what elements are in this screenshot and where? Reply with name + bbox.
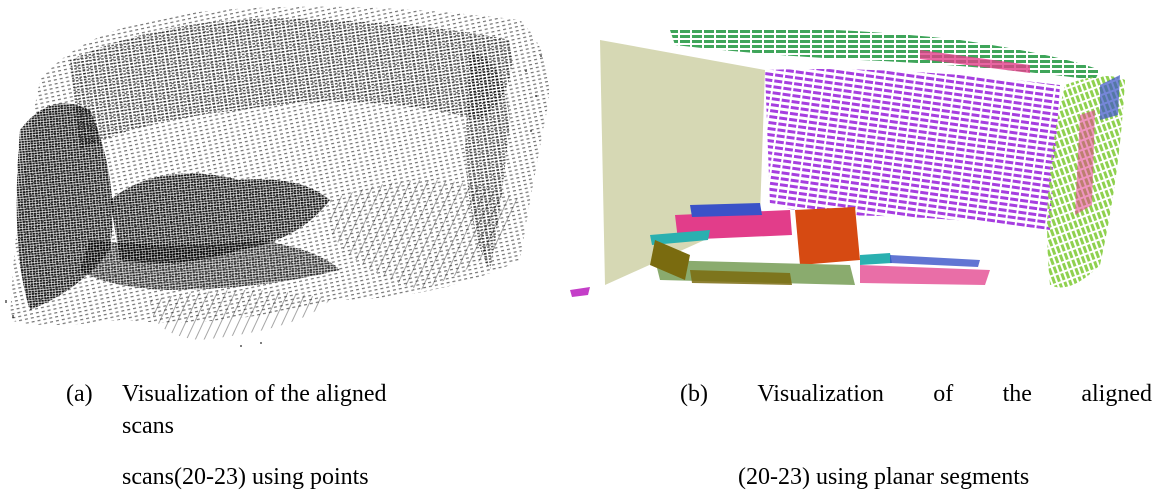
ceiling-segment [765, 69, 1060, 230]
planar-segments-figure [570, 27, 1125, 297]
caption-b-label: (b) [680, 381, 708, 407]
caption-b-line2: (20-23) using planar segments [738, 464, 1030, 490]
caption-a-line1: (a) Visualization of the aligned [66, 380, 386, 408]
caption-a-text: Visualization of the aligned [122, 381, 387, 407]
point-cloud-figure [5, 6, 550, 347]
caption-b-line1: (b) Visualization of the aligned [680, 380, 1152, 408]
caption-b-word: aligned [1081, 381, 1152, 407]
caption-b-word: the [1002, 381, 1032, 407]
caption-b-word: of [933, 381, 954, 407]
caption-a-label: (a) [66, 381, 93, 407]
caption-a-line3: scans(20-23) using points [122, 464, 369, 490]
left-wall-segment [600, 40, 765, 285]
floor-object-segment [795, 207, 860, 265]
caption-a-line2: scans [122, 413, 174, 439]
caption-b-word: Visualization [757, 381, 884, 407]
